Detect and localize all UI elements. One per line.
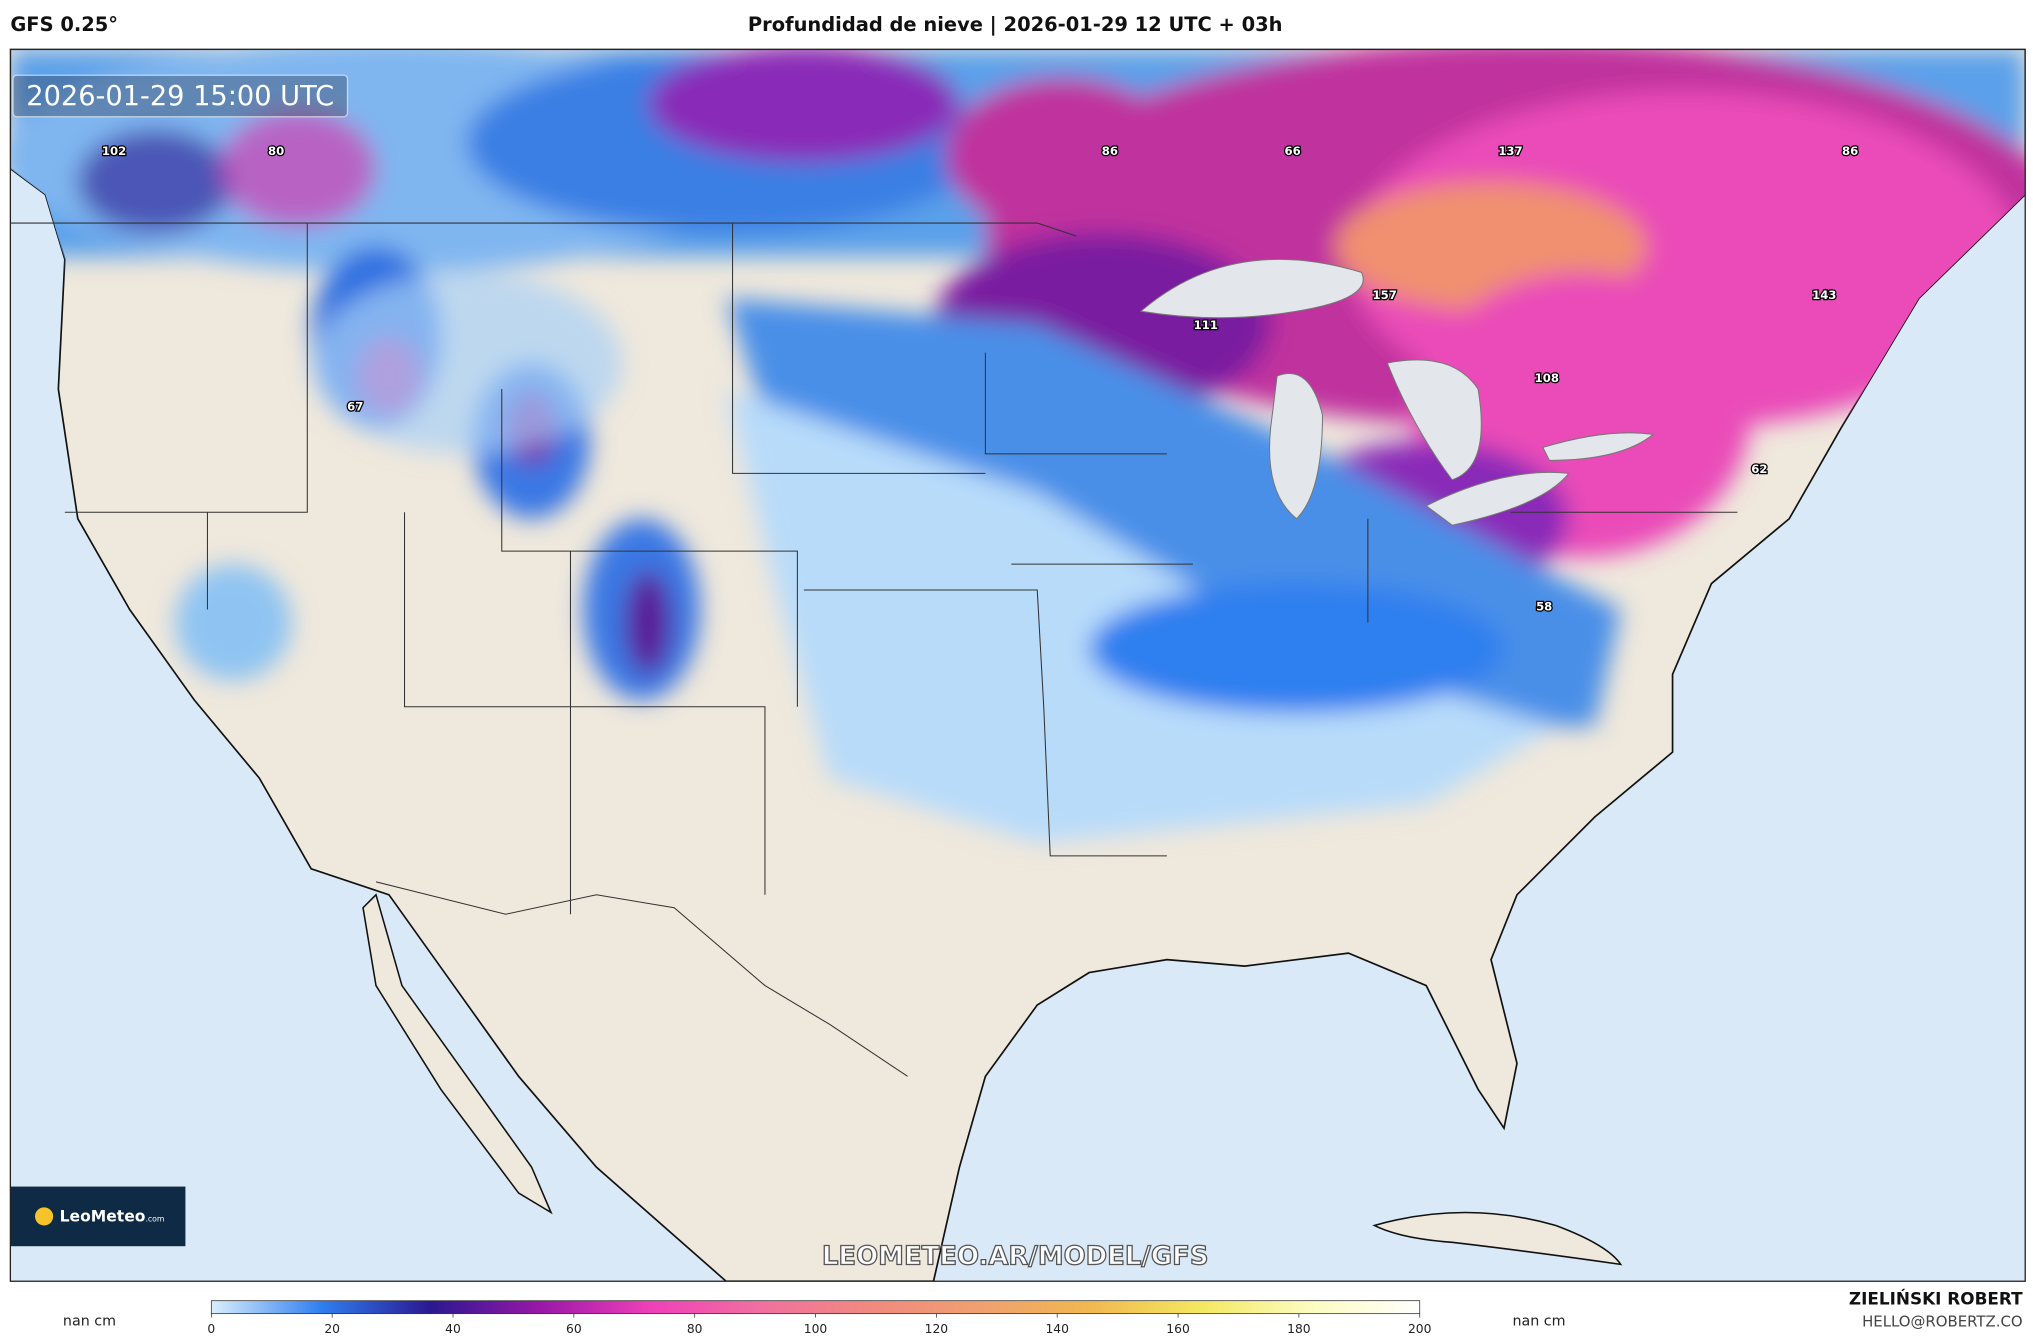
logo-text: LeoMeteo xyxy=(60,1208,146,1226)
great-lakes xyxy=(1139,258,1655,526)
colorbar-tick-label: 0 xyxy=(207,1322,215,1336)
map-value-label: 157 xyxy=(1373,288,1397,302)
colorbar-tick-label: 60 xyxy=(566,1322,582,1336)
colorbar-tick-label: 80 xyxy=(687,1322,703,1336)
map-title: Profundidad de nieve | 2026-01-29 12 UTC… xyxy=(748,13,1283,36)
map-value-label: 111 xyxy=(1194,318,1218,332)
map-frame xyxy=(9,48,2026,1282)
map-value-label: 58 xyxy=(1536,599,1552,613)
borders xyxy=(10,222,1738,1077)
map-value-label: 108 xyxy=(1535,371,1559,385)
model-name: GFS 0.25° xyxy=(10,13,118,36)
credit-email: HELLO@ROBERTZ.CO xyxy=(1862,1313,2023,1331)
map-labels: 102 80 86 66 137 86 157 111 143 108 67 62 58 xyxy=(101,143,1860,615)
colorbar-tick-label: 200 xyxy=(1408,1322,1431,1336)
baja-peninsula xyxy=(362,893,553,1215)
logo-suffix: .com xyxy=(145,1215,164,1224)
timestamp: 2026-01-29 15:00 UTC xyxy=(26,81,334,112)
map-value-label: 67 xyxy=(347,400,363,414)
map-value-label: 143 xyxy=(1812,288,1836,302)
map-value-label: 62 xyxy=(1751,462,1767,476)
colorbar-tick-label: 20 xyxy=(324,1322,340,1336)
map-value-label: 86 xyxy=(1102,144,1118,158)
watermark: LEOMETEO.AR/MODEL/GFS xyxy=(822,1241,1209,1271)
map-value-label: 102 xyxy=(102,144,126,158)
colorbar-tick-label: 100 xyxy=(804,1322,827,1336)
colorbar-ticks: 0 20 40 60 80 100 120 140 160 180 200 xyxy=(207,1313,1431,1336)
map: 102 80 86 66 137 86 157 111 143 108 67 62 58 2026-01… xyxy=(10,49,2026,1282)
logo-sun xyxy=(35,1207,54,1226)
colorbar-tick-label: 160 xyxy=(1166,1322,1189,1336)
map-value-label: 80 xyxy=(268,144,284,158)
logo: LeoMeteo.com xyxy=(60,1208,165,1226)
colorbar xyxy=(210,1300,1421,1315)
map-value-label: 137 xyxy=(1498,144,1522,158)
credit-name: ZIELIŃSKI ROBERT xyxy=(1849,1288,2023,1309)
map-value-label: 66 xyxy=(1285,144,1301,158)
missing-right: nan cm xyxy=(1512,1313,1565,1329)
colorbar-tick-label: 120 xyxy=(925,1322,948,1336)
timestamp-box xyxy=(12,74,349,118)
cuba xyxy=(1372,1211,1623,1266)
colorbar-tick-label: 180 xyxy=(1287,1322,1310,1336)
missing-left: nan cm xyxy=(63,1313,116,1329)
map-value-label: 86 xyxy=(1842,144,1858,158)
colorbar-tick-label: 40 xyxy=(445,1322,461,1336)
colorbar-tick-label: 140 xyxy=(1045,1322,1068,1336)
